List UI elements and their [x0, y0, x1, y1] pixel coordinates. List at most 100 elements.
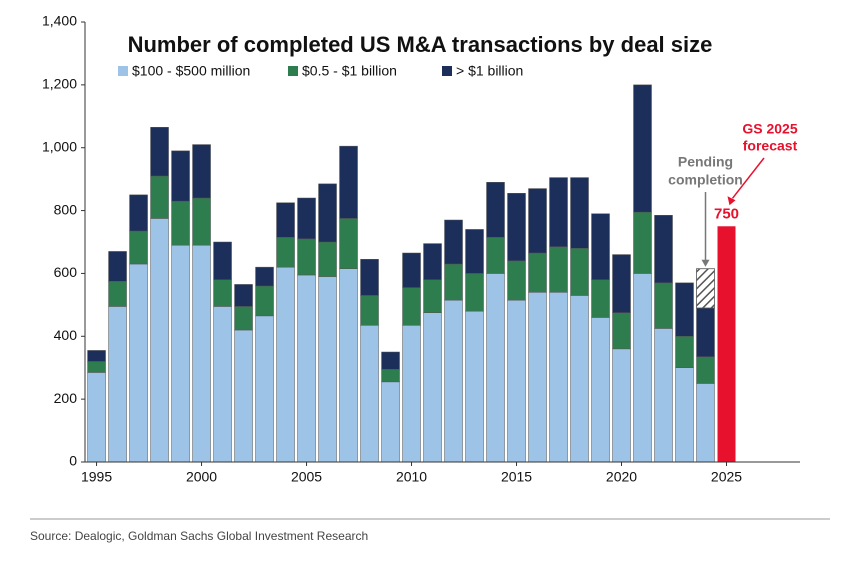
bar-segment: [528, 188, 547, 254]
bar-segment: [192, 144, 211, 199]
bar-segment: [549, 292, 568, 463]
bar-segment: [528, 252, 547, 293]
bar-segment: [171, 200, 190, 246]
bar-segment: [423, 243, 442, 280]
bar-segment: [276, 237, 295, 268]
pending-arrowhead: [701, 259, 710, 267]
bar-segment: [486, 237, 505, 274]
bar-segment: [612, 254, 631, 313]
bar-segment: [213, 279, 232, 307]
bar-segment: [381, 381, 400, 463]
forecast-value-label: 750: [714, 205, 739, 222]
bar-segment: [591, 279, 610, 318]
bar-segment: [192, 244, 211, 463]
pending-annotation: Pending: [678, 154, 733, 170]
bar-segment: [339, 145, 358, 219]
forecast-arrowhead: [727, 196, 736, 206]
bar-segment: [318, 241, 337, 277]
bar-segment: [633, 211, 652, 274]
legend-label: $100 - $500 million: [132, 63, 250, 79]
bar-segment: [255, 315, 274, 463]
bar-segment: [696, 383, 715, 463]
bar-segment: [696, 356, 715, 384]
x-tick-label: 2015: [501, 469, 532, 485]
bar-segment: [171, 244, 190, 463]
bar-segment: [675, 367, 694, 463]
x-tick-label: 2025: [711, 469, 742, 485]
bar-segment: [360, 295, 379, 326]
y-tick-label: 400: [54, 327, 78, 343]
bar-segment: [150, 127, 169, 177]
bar-segment: [654, 328, 673, 463]
source: Source: Dealogic, Goldman Sachs Global I…: [30, 529, 368, 543]
y-tick-label: 1,400: [42, 13, 77, 29]
bar-segment: [570, 295, 589, 463]
bar-segment: [108, 306, 127, 463]
bar-segment: [654, 282, 673, 329]
bar-segment: [402, 325, 421, 463]
bar-segment: [234, 284, 253, 307]
forecast-bar: [717, 226, 736, 462]
bar-segment: [297, 197, 316, 240]
pending-bar: [696, 268, 715, 309]
pending-annotation: completion: [668, 172, 743, 188]
bar-segment: [444, 263, 463, 301]
bar-segment: [213, 241, 232, 280]
bar-segment: [255, 285, 274, 317]
bar-segment: [507, 193, 526, 262]
y-tick-label: 800: [54, 201, 78, 217]
bar-segment: [570, 248, 589, 296]
bar-segment: [150, 175, 169, 219]
bar-segment: [486, 273, 505, 463]
x-tick-label: 1995: [81, 469, 112, 485]
x-tick-label: 2010: [396, 469, 427, 485]
bar-segment: [381, 351, 400, 370]
forecast-annotation: forecast: [743, 138, 798, 154]
bar-segment: [486, 182, 505, 238]
bar-segment: [402, 252, 421, 288]
y-tick-label: 200: [54, 390, 78, 406]
bar-segment: [381, 369, 400, 383]
y-tick-label: 1,000: [42, 138, 77, 154]
bar-segment: [507, 299, 526, 463]
bar-segment: [423, 312, 442, 463]
bar-segment: [591, 213, 610, 280]
legend-swatch: [442, 66, 452, 76]
bar-segment: [171, 150, 190, 202]
bar-segment: [255, 266, 274, 287]
y-tick-label: 600: [54, 264, 78, 280]
bar-segment: [297, 238, 316, 276]
bar-segment: [444, 299, 463, 463]
bar-segment: [192, 197, 211, 246]
bar-segment: [87, 350, 106, 362]
forecast-arrow: [731, 157, 765, 199]
bar-segment: [339, 218, 358, 269]
bar-segment: [108, 281, 127, 307]
bar-segment: [507, 260, 526, 301]
y-tick-label: 0: [69, 453, 77, 469]
bar-segment: [360, 259, 379, 296]
bar-segment: [150, 218, 169, 463]
bar-segment: [633, 84, 652, 213]
forecast-annotation: GS 2025: [742, 121, 797, 137]
legend-swatch: [118, 66, 128, 76]
bar-segment: [591, 317, 610, 463]
bar-segment: [318, 276, 337, 463]
bar-segment: [675, 282, 694, 337]
bar-segment: [423, 279, 442, 313]
bar-segment: [318, 183, 337, 243]
bar-segment: [465, 229, 484, 274]
bar-segment: [549, 177, 568, 247]
bar-segment: [465, 273, 484, 312]
bar-segment: [108, 251, 127, 282]
bar-segment: [276, 202, 295, 238]
x-tick-label: 2020: [606, 469, 637, 485]
x-tick-label: 2000: [186, 469, 217, 485]
legend-label: > $1 billion: [456, 63, 523, 79]
y-tick-label: 1,200: [42, 76, 77, 92]
bar-segment: [612, 348, 631, 463]
legend-swatch: [288, 66, 298, 76]
bar-segment: [444, 219, 463, 265]
bar-segment: [129, 230, 148, 265]
